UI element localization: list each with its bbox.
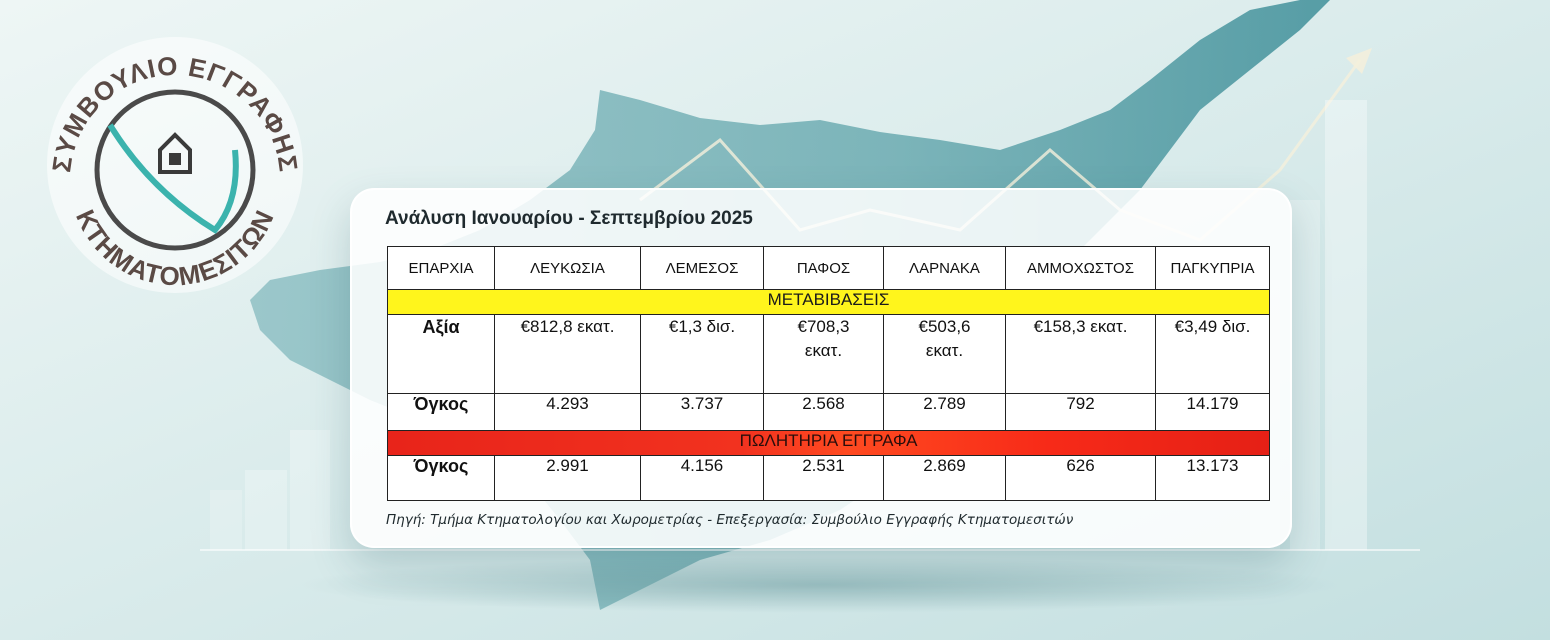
transfers-section-label: ΜΕΤΑΒΙΒΑΣΕΙΣ — [387, 289, 1270, 315]
statistics-card: Ανάλυση Ιανουαρίου - Σεπτεμβρίου 2025 ΕΠ… — [350, 188, 1292, 548]
sales-volume-cell: 2.991 — [494, 455, 641, 501]
header-cell: ΠΑΦΟΣ — [763, 246, 884, 290]
table-row: Όγκος 2.991 4.156 2.531 2.869 626 13.173 — [387, 455, 1270, 501]
header-cell: ΕΠΑΡΧΙΑ — [387, 246, 495, 290]
value-cell: €1,3 δισ. — [640, 314, 764, 394]
value-cell: €812,8 εκατ. — [494, 314, 641, 394]
sales-volume-row-label: Όγκος — [387, 455, 495, 501]
header-cell: ΛΕΥΚΩΣΙΑ — [494, 246, 641, 290]
value-cell: €708,3 εκατ. — [763, 314, 884, 394]
bg-bar — [210, 490, 242, 550]
sales-volume-cell: 13.173 — [1155, 455, 1270, 501]
trend-arrow-head — [1346, 48, 1372, 74]
source-note: Πηγή: Τμήμα Κτηματολογίου και Χωρομετρία… — [386, 512, 1074, 528]
bg-bar — [1290, 200, 1320, 550]
council-logo: ΣΥΜΒΟΥΛΙΟ ΕΓΓΡΑΦΗΣ ΚΤΗΜΑΤΟΜΕΣΙΤΩΝ — [46, 37, 303, 293]
bg-bar — [1325, 100, 1367, 550]
logo-ring — [94, 89, 256, 251]
volume-cell: 14.179 — [1155, 393, 1270, 431]
table-row: Όγκος 4.293 3.737 2.568 2.789 792 14.179 — [387, 393, 1270, 431]
bg-bar — [245, 470, 287, 550]
table-row: Αξία €812,8 εκατ. €1,3 δισ. €708,3 εκατ.… — [387, 314, 1270, 394]
volume-cell: 2.789 — [883, 393, 1006, 431]
volume-cell: 4.293 — [494, 393, 641, 431]
sales-volume-cell: 626 — [1005, 455, 1156, 501]
value-cell: €3,49 δισ. — [1155, 314, 1270, 394]
value-cell: €158,3 εκατ. — [1005, 314, 1156, 394]
house-icon — [158, 132, 192, 174]
volume-cell: 2.568 — [763, 393, 884, 431]
statistics-table: ΕΠΑΡΧΙΑ ΛΕΥΚΩΣΙΑ ΛΕΜΕΣΟΣ ΠΑΦΟΣ ΛΑΡΝΑΚΑ Α… — [387, 246, 1270, 501]
sales-volume-cell: 2.869 — [883, 455, 1006, 501]
table-header-row: ΕΠΑΡΧΙΑ ΛΕΥΚΩΣΙΑ ΛΕΜΕΣΟΣ ΠΑΦΟΣ ΛΑΡΝΑΚΑ Α… — [387, 246, 1270, 290]
value-row-label: Αξία — [387, 314, 495, 394]
card-title: Ανάλυση Ιανουαρίου - Σεπτεμβρίου 2025 — [385, 208, 753, 229]
header-cell: ΠΑΓΚΥΠΡΙΑ — [1155, 246, 1270, 290]
bg-bar — [290, 430, 330, 550]
volume-row-label: Όγκος — [387, 393, 495, 431]
sales-volume-cell: 2.531 — [763, 455, 884, 501]
sales-volume-cell: 4.156 — [640, 455, 764, 501]
volume-cell: 792 — [1005, 393, 1156, 431]
header-cell: ΛΕΜΕΣΟΣ — [640, 246, 764, 290]
value-cell: €503,6 εκατ. — [883, 314, 1006, 394]
transfers-section-row: ΜΕΤΑΒΙΒΑΣΕΙΣ — [387, 289, 1270, 315]
header-cell: ΑΜΜΟΧΩΣΤΟΣ — [1005, 246, 1156, 290]
sales-documents-section-label: ΠΩΛΗΤΗΡΙΑ ΕΓΓΡΑΦΑ — [387, 430, 1270, 456]
volume-cell: 3.737 — [640, 393, 764, 431]
card-shadow — [300, 557, 1340, 613]
logo-swoosh — [107, 123, 239, 234]
header-cell: ΛΑΡΝΑΚΑ — [883, 246, 1006, 290]
sales-documents-section-row: ΠΩΛΗΤΗΡΙΑ ΕΓΓΡΑΦΑ — [387, 430, 1270, 456]
